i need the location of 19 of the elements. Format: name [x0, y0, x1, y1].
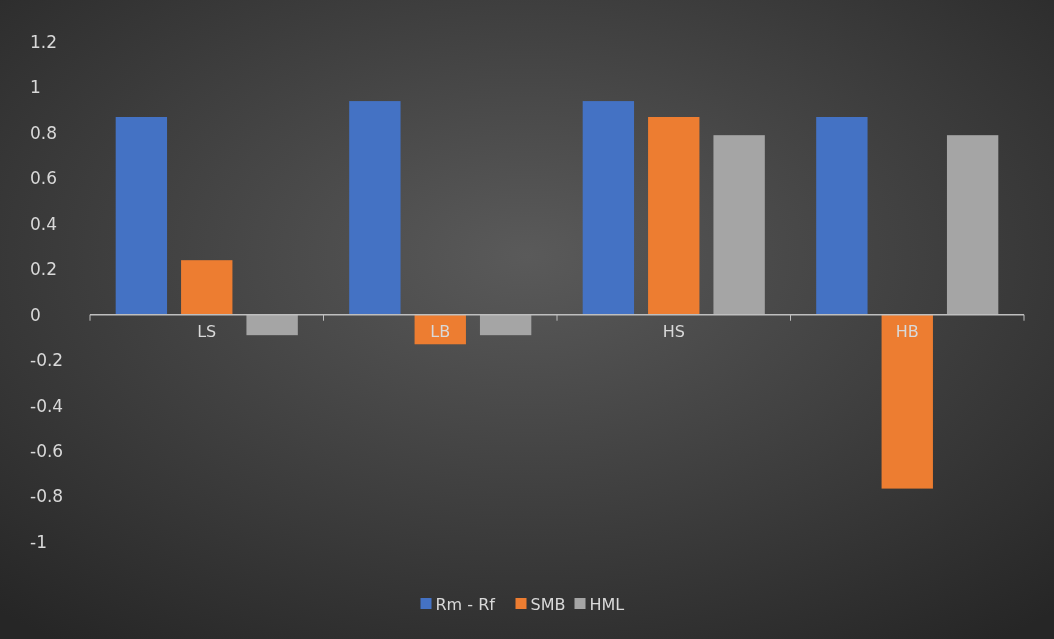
x-tick-label: LS: [197, 321, 217, 341]
y-tick-label: -0.8: [30, 486, 64, 507]
y-tick-label: -0.6: [30, 441, 64, 462]
y-tick-label: 0.4: [30, 213, 58, 234]
legend-label: Rm - Rf: [435, 594, 496, 614]
y-tick-label: -0.2: [30, 350, 64, 371]
legend-label: SMB: [530, 594, 566, 614]
x-tick-label: HB: [895, 321, 919, 341]
x-tick-label: HS: [662, 321, 685, 341]
x-tick-label: LB: [430, 321, 451, 341]
y-tick-label: 1: [30, 77, 41, 98]
y-tick-label: -0.4: [30, 395, 64, 416]
y-tick-label: 0.8: [30, 122, 58, 143]
y-tick-label: 0: [30, 304, 41, 325]
legend-label: HML: [589, 594, 625, 614]
y-tick-label: 0.2: [30, 259, 58, 280]
y-tick-label: 1.2: [30, 31, 58, 52]
y-tick-label: -1: [30, 531, 47, 552]
y-tick-label: 0.6: [30, 168, 58, 189]
